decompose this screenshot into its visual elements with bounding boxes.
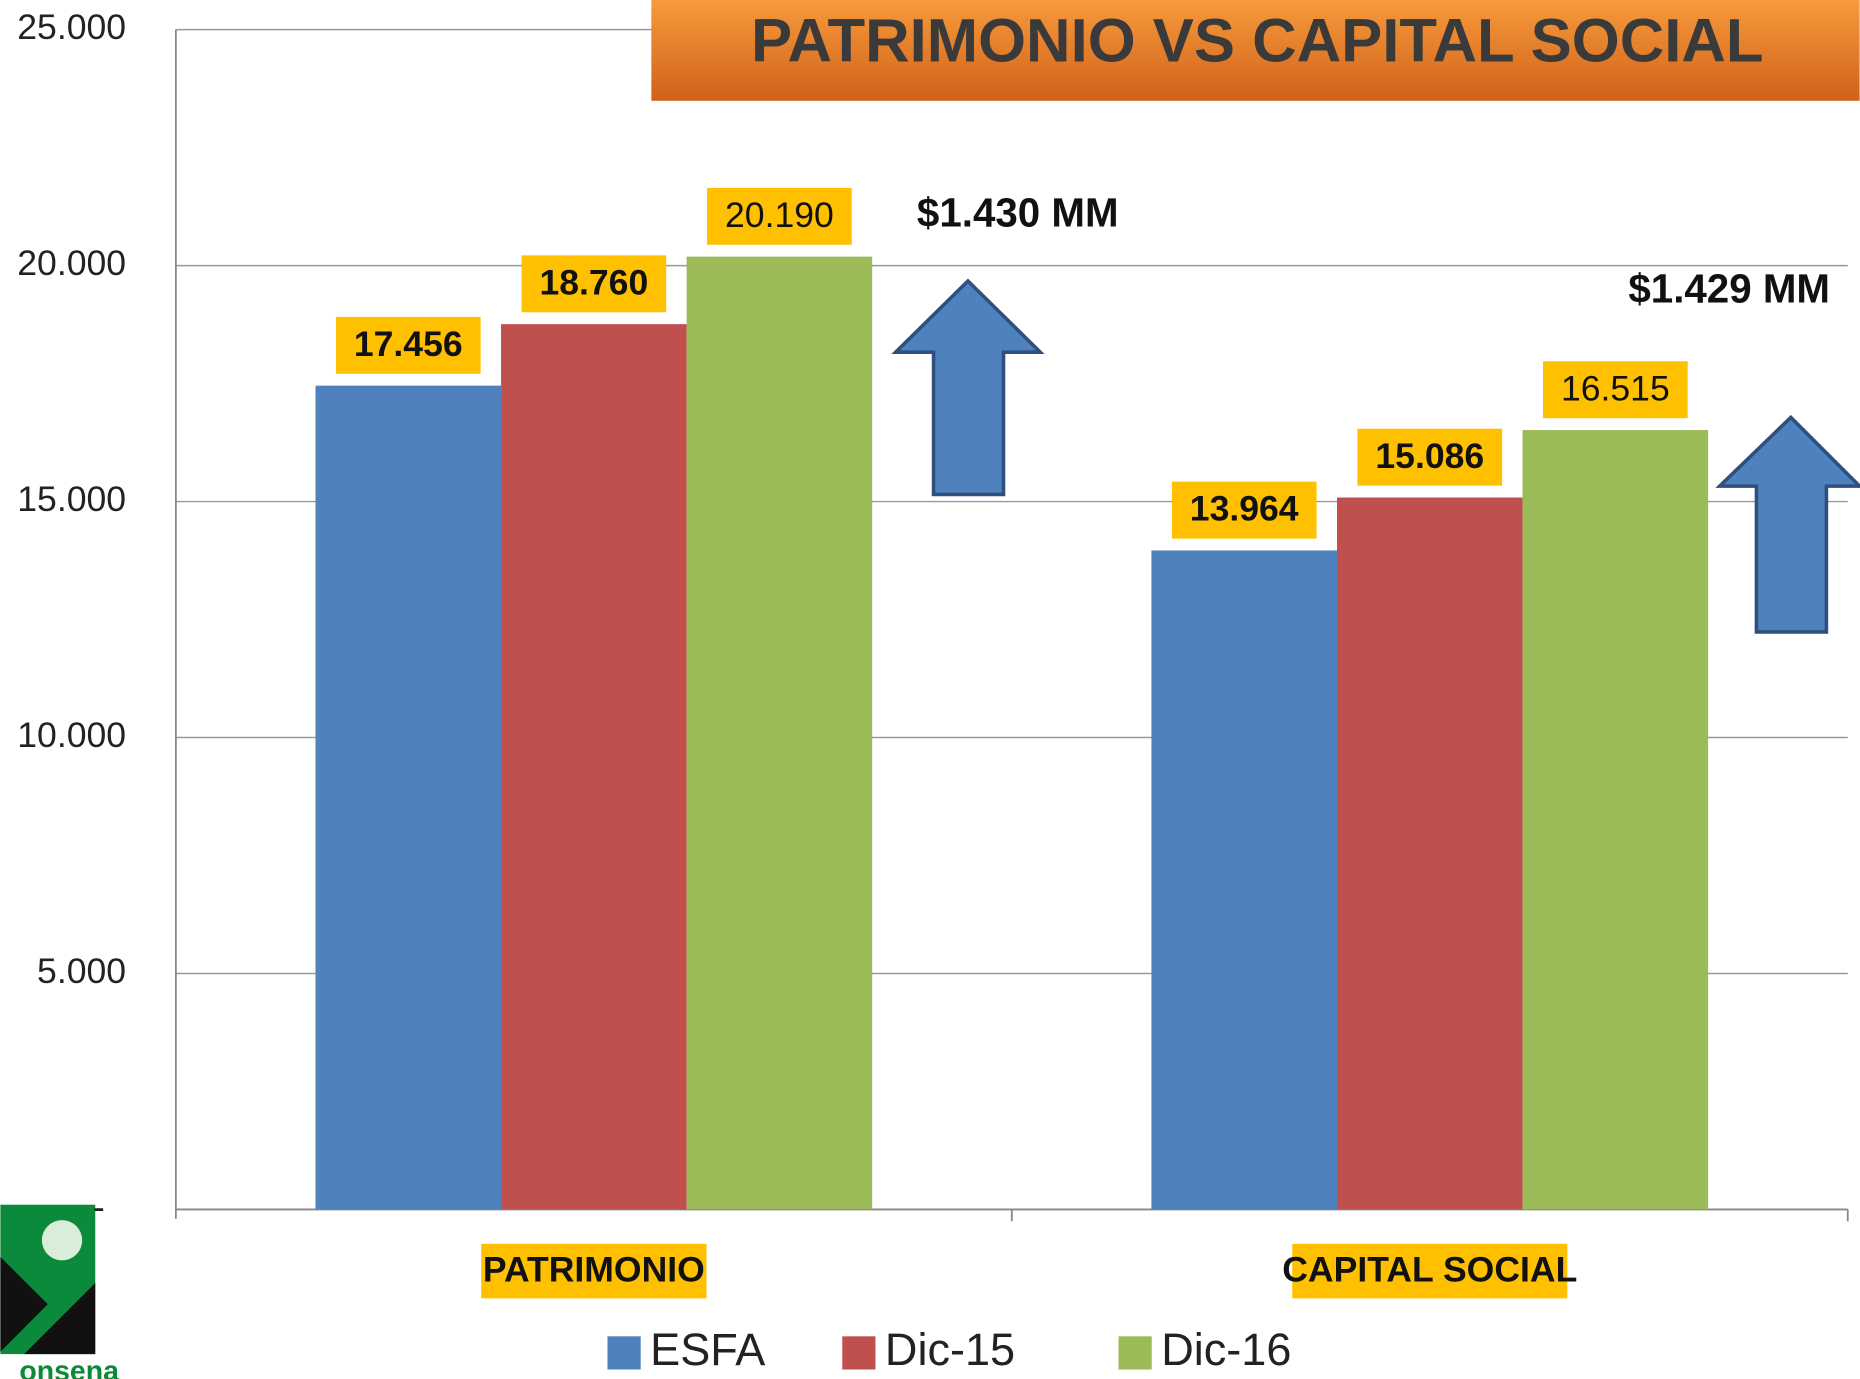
value-label-box (1171, 481, 1317, 539)
bar (1151, 550, 1338, 1210)
x-tick-label: PATRIMONIO (483, 1250, 705, 1290)
value-label: 17.456 (354, 324, 463, 364)
arrow (891, 278, 1045, 497)
arrow (1715, 414, 1860, 634)
value-label: 18.760 (539, 262, 648, 302)
y-tick-label: - (93, 1187, 105, 1227)
value-label-box (1543, 361, 1688, 419)
legend-swatch (607, 1336, 641, 1370)
legend-label: Dic-15 (885, 1324, 1015, 1375)
value-label-box (335, 316, 481, 374)
legend: ESFA Dic-15 Dic-16 (607, 1324, 1291, 1375)
category-highlight (481, 1243, 707, 1299)
legend-swatch (1118, 1336, 1152, 1370)
bars (315, 256, 1709, 1210)
legend-label: ESFA (650, 1324, 765, 1375)
title-box (651, 0, 1860, 101)
annotation: $1.430 MM (917, 190, 1119, 235)
value-label: 13.964 (1190, 489, 1299, 529)
bar (686, 256, 873, 1210)
logo-text: onsena (19, 1356, 119, 1379)
value-label-box (1357, 428, 1503, 486)
value-label: 15.086 (1375, 436, 1484, 476)
chart-title: PATRIMONIO VS CAPITAL SOCIAL (751, 6, 1764, 75)
legend-label: Dic-16 (1161, 1324, 1291, 1375)
bar (501, 324, 687, 1210)
y-tick-label: 5.000 (37, 951, 126, 991)
bar (1337, 497, 1523, 1210)
x-tick-label: CAPITAL SOCIAL (1282, 1250, 1577, 1290)
legend-swatch (842, 1336, 876, 1370)
value-label-box (521, 255, 667, 313)
y-tick-label: 20.000 (17, 243, 126, 283)
logo: onsena (0, 1204, 119, 1379)
y-tick-label: 25.000 (17, 7, 126, 47)
annotation: $1.429 MM (1628, 266, 1830, 311)
bar (1522, 430, 1709, 1210)
value-label: 16.515 (1561, 368, 1670, 408)
value-label-box (707, 187, 852, 245)
y-tick-label: 10.000 (17, 715, 126, 755)
category-highlight (1292, 1243, 1568, 1299)
bar (315, 385, 502, 1210)
value-label: 20.190 (725, 195, 834, 235)
y-tick-label: 15.000 (17, 479, 126, 519)
